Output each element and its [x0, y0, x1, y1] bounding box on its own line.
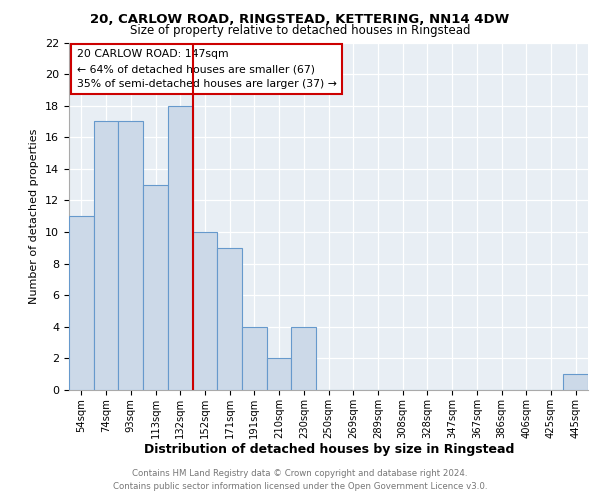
Bar — [563, 374, 588, 390]
Y-axis label: Number of detached properties: Number of detached properties — [29, 128, 40, 304]
Bar — [292, 327, 316, 390]
Text: Contains HM Land Registry data © Crown copyright and database right 2024.
Contai: Contains HM Land Registry data © Crown c… — [113, 470, 487, 491]
Bar — [69, 216, 94, 390]
Bar — [143, 184, 168, 390]
Bar — [217, 248, 242, 390]
Text: Size of property relative to detached houses in Ringstead: Size of property relative to detached ho… — [130, 24, 470, 37]
Text: 20, CARLOW ROAD, RINGSTEAD, KETTERING, NN14 4DW: 20, CARLOW ROAD, RINGSTEAD, KETTERING, N… — [91, 13, 509, 26]
Text: 20 CARLOW ROAD: 147sqm
← 64% of detached houses are smaller (67)
35% of semi-det: 20 CARLOW ROAD: 147sqm ← 64% of detached… — [77, 50, 337, 89]
Bar — [168, 106, 193, 390]
Bar — [118, 122, 143, 390]
Text: Distribution of detached houses by size in Ringstead: Distribution of detached houses by size … — [143, 442, 514, 456]
Bar — [94, 122, 118, 390]
Bar — [242, 327, 267, 390]
Bar — [193, 232, 217, 390]
Bar — [267, 358, 292, 390]
